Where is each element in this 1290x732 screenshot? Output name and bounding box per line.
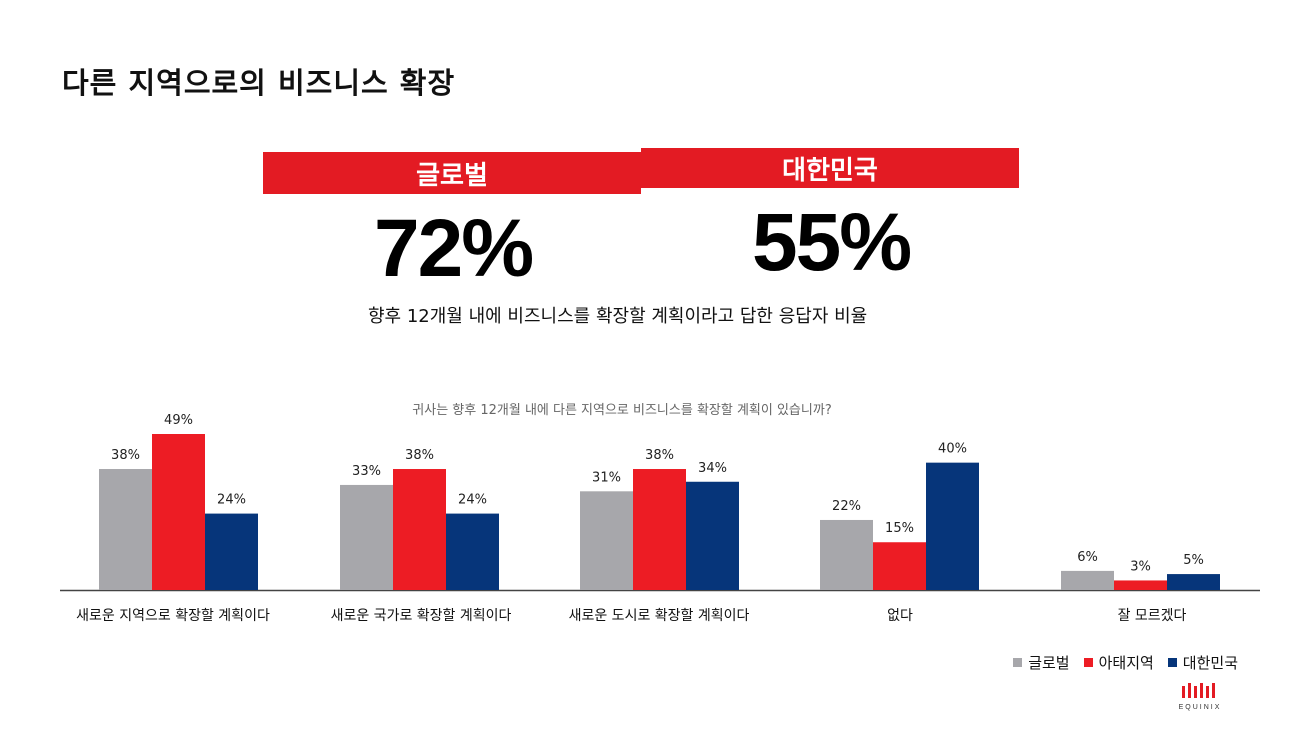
legend-item-korea: 대한민국	[1167, 652, 1238, 673]
legend-swatch-apac	[1083, 658, 1093, 667]
legend-item-global: 글로벌	[1013, 652, 1070, 673]
bar-global-2	[580, 491, 633, 590]
data-label-apac-0: 49%	[164, 413, 193, 428]
data-label-apac-3: 15%	[885, 521, 914, 536]
bar-korea-4	[1167, 574, 1220, 590]
legend-label-korea: 대한민국	[1182, 654, 1238, 672]
category-label-1: 새로운 국가로 확장할 계획이다	[331, 608, 512, 624]
data-label-global-3: 22%	[832, 499, 861, 514]
bar-apac-3	[873, 542, 926, 590]
legend-label-global: 글로벌	[1028, 654, 1070, 672]
bar-global-3	[820, 519, 873, 590]
data-label-korea-1: 24%	[458, 493, 487, 508]
legend-swatch-korea	[1167, 658, 1177, 667]
category-label-0: 새로운 지역으로 확장할 계획이다	[76, 608, 270, 624]
chart-legend: 글로벌 아태지역 대한민국	[1013, 652, 1238, 673]
bar-apac-2	[633, 469, 686, 590]
data-label-global-1: 33%	[352, 464, 381, 479]
category-label-3: 없다	[887, 608, 913, 624]
legend-swatch-global	[1013, 658, 1023, 667]
data-label-global-0: 38%	[111, 448, 140, 463]
equinix-logo: EQUINIX	[1170, 682, 1230, 722]
legend-label-apac: 아태지역	[1098, 654, 1154, 672]
bar-apac-4	[1114, 580, 1167, 590]
data-label-apac-2: 38%	[645, 448, 674, 463]
data-label-korea-2: 34%	[698, 461, 727, 476]
bar-korea-1	[446, 513, 499, 590]
data-label-global-4: 6%	[1077, 550, 1098, 565]
chart-title: 귀사는 향후 12개월 내에 다른 지역으로 비즈니스를 확장할 계획이 있습니…	[412, 403, 831, 418]
bar-global-1	[340, 484, 393, 590]
legend-item-apac: 아태지역	[1083, 652, 1154, 673]
kpi-caption: 향후 12개월 내에 비즈니스를 확장할 계획이라고 답한 응답자 비율	[368, 306, 868, 327]
data-label-korea-3: 40%	[938, 442, 967, 457]
bar-global-4	[1061, 570, 1114, 590]
bar-korea-2	[686, 481, 739, 590]
category-label-4: 잘 모르겠다	[1118, 608, 1187, 624]
global-kpi-value: 72%	[374, 203, 534, 294]
bar-korea-3	[926, 462, 979, 590]
korea-kpi-value: 55%	[752, 197, 912, 288]
data-label-korea-0: 24%	[217, 493, 246, 508]
category-label-2: 새로운 도시로 확장할 계획이다	[569, 608, 750, 624]
data-label-apac-4: 3%	[1130, 559, 1151, 574]
bar-global-0	[99, 469, 152, 590]
page-title: 다른 지역으로의 비즈니스 확장	[62, 66, 456, 100]
data-label-global-2: 31%	[592, 470, 621, 485]
korea-kpi-banner: 대한민국	[641, 148, 1019, 188]
equinix-logo-mark-icon	[1182, 683, 1215, 698]
global-kpi-banner: 글로벌	[263, 152, 641, 194]
data-label-apac-1: 38%	[405, 448, 434, 463]
bar-apac-1	[393, 469, 446, 590]
bar-korea-0	[205, 513, 258, 590]
bar-apac-0	[152, 434, 205, 590]
equinix-logo-text: EQUINIX	[1178, 704, 1222, 711]
data-label-korea-4: 5%	[1183, 553, 1204, 568]
